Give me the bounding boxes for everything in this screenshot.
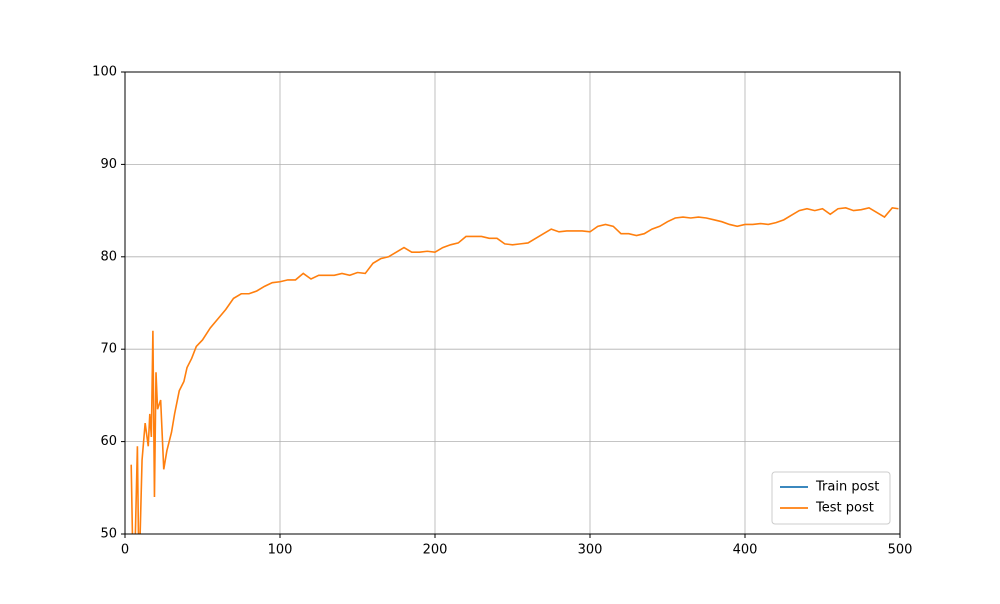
plot-frame: [124, 71, 901, 535]
x-tick-label: 200: [423, 543, 448, 558]
x-tick-label: 300: [578, 543, 603, 558]
y-tick-label: 60: [100, 434, 117, 449]
x-tick-label: 400: [733, 543, 758, 558]
y-tick-label: 80: [100, 249, 117, 264]
x-tick-label: 500: [888, 543, 913, 558]
x-tick-label: 100: [268, 543, 293, 558]
legend-box: [771, 471, 891, 525]
y-tick-label: 50: [100, 527, 117, 542]
legend-label: Test post: [815, 501, 874, 516]
y-tick-label: 90: [100, 157, 117, 172]
legend-label: Train post: [815, 480, 879, 495]
data-line: [130, 206, 899, 534]
y-tick-label: 100: [92, 65, 117, 80]
y-tick-label: 70: [100, 342, 117, 357]
plot-area: [130, 206, 899, 534]
x-tick-label: 0: [121, 543, 129, 558]
